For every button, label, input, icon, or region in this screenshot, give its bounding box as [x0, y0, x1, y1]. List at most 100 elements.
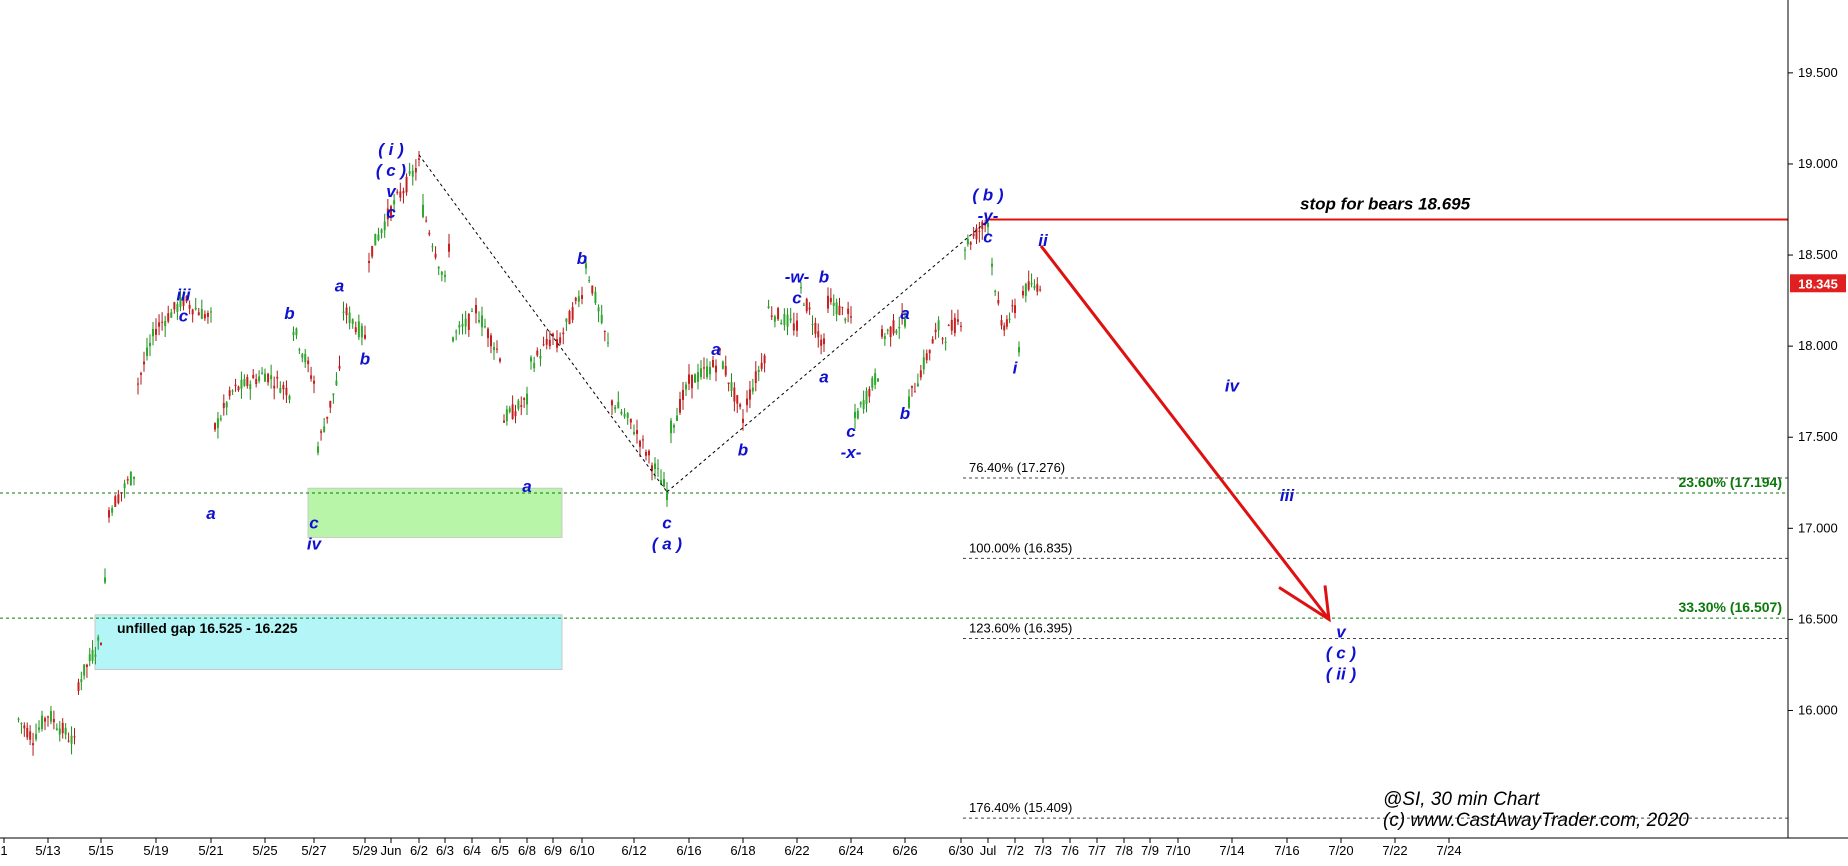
candle-body	[736, 395, 739, 404]
candle-body	[161, 321, 164, 323]
candle-body	[520, 405, 523, 407]
x-tick-label: 6/8	[518, 843, 536, 858]
candle-body	[126, 479, 129, 481]
candle-body	[568, 311, 571, 325]
candle-body	[770, 315, 773, 317]
candle-body	[357, 321, 360, 338]
candle-body	[941, 338, 944, 340]
wave-label: b	[284, 304, 294, 323]
candle-body	[559, 337, 562, 344]
candle-body	[288, 395, 291, 400]
candle-body	[733, 387, 736, 402]
wave-label: a	[206, 504, 215, 523]
candle-body	[140, 372, 142, 375]
y-tick-label: 19.500	[1798, 65, 1838, 80]
candle-body	[657, 468, 659, 470]
wave-label-line: a	[522, 477, 531, 496]
candle-body	[176, 304, 179, 312]
wave-label-line: b	[819, 267, 829, 286]
x-tick-label: Jul	[980, 843, 997, 858]
candle-body	[20, 723, 23, 725]
candle-body	[508, 408, 511, 412]
candle-body	[523, 398, 526, 400]
x-tick-label: 5/13	[35, 843, 60, 858]
wave-label-line: a	[711, 340, 720, 359]
candle-body	[978, 230, 981, 232]
candle-body	[1018, 347, 1020, 353]
candle-body	[35, 733, 38, 740]
candle-body	[292, 331, 295, 336]
candle-body	[368, 261, 370, 264]
candle-body	[351, 319, 354, 324]
candle-body	[222, 403, 225, 408]
candle-body	[719, 348, 721, 351]
candle-body	[639, 440, 641, 447]
candle-body	[216, 418, 219, 429]
candle-body	[437, 267, 440, 269]
candle-body	[862, 400, 865, 410]
candle-body	[345, 307, 348, 316]
candle-body	[724, 365, 727, 376]
candle-body	[536, 350, 539, 356]
candle-body	[757, 369, 760, 372]
candle-body	[55, 728, 58, 730]
candle-body	[966, 239, 969, 245]
wave-label: a	[522, 477, 531, 496]
candle-body	[517, 400, 520, 409]
candle-body	[173, 302, 176, 310]
candle-body	[338, 365, 341, 369]
candle-body	[440, 271, 443, 275]
candle-body	[588, 280, 591, 282]
candle-body	[270, 375, 273, 380]
wave-label: ( i ) ( c ) vc	[376, 140, 407, 222]
candle-body	[182, 295, 185, 306]
candle-body	[533, 363, 536, 369]
candle-body	[808, 307, 811, 310]
wave-label-line: -w-	[785, 267, 810, 286]
candle-body	[188, 304, 191, 309]
candle-body	[856, 410, 859, 419]
candle-body	[514, 411, 517, 417]
candle-body	[206, 312, 209, 317]
candle-body	[240, 379, 243, 389]
candle-body	[428, 232, 431, 235]
candle-body	[746, 398, 748, 406]
candles-layer	[17, 150, 1042, 756]
wave-label: b	[900, 404, 910, 423]
candle-body	[64, 728, 67, 735]
candle-body	[390, 206, 392, 218]
candle-body	[273, 385, 276, 389]
candle-body	[953, 317, 956, 334]
candle-body	[402, 191, 405, 194]
candle-body	[133, 476, 135, 479]
candle-body	[715, 365, 717, 373]
x-tick-label: 7/22	[1382, 843, 1407, 858]
candle-body	[511, 404, 514, 420]
wave-label: a	[900, 304, 909, 323]
candle-body	[231, 390, 234, 392]
candle-body	[1030, 282, 1033, 285]
candle-body	[282, 384, 285, 390]
wave-label-line: a	[206, 504, 215, 523]
x-tick-label: 5/21	[198, 843, 223, 858]
candle-body	[493, 346, 495, 351]
candle-body	[783, 313, 786, 325]
candle-body	[1003, 325, 1006, 331]
candle-body	[237, 386, 240, 391]
x-tick-label: 7/8	[1115, 843, 1133, 858]
candle-body	[80, 679, 83, 683]
candle-body	[197, 312, 200, 316]
candle-body	[975, 228, 978, 240]
x-tick-label: 5/29	[352, 843, 377, 858]
candle-body	[997, 299, 1000, 304]
candle-body	[614, 407, 617, 410]
candle-body	[47, 716, 49, 718]
candle-body	[444, 274, 446, 277]
x-tick-label: 6/18	[730, 843, 755, 858]
wave-label: i	[1013, 358, 1019, 377]
candle-body	[243, 379, 246, 386]
candle-body	[838, 305, 841, 316]
candle-body	[629, 418, 632, 423]
wave-label-line: c	[179, 307, 189, 326]
candle-body	[342, 311, 345, 313]
